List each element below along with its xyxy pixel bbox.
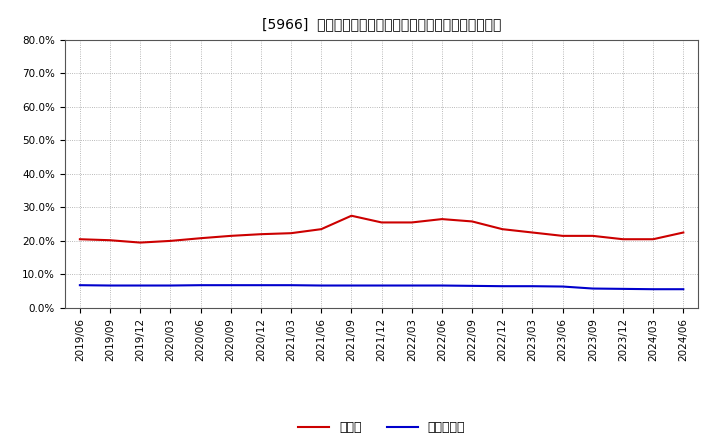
有利子負債 <box>256 282 265 288</box>
有利子負債 <box>679 286 688 292</box>
有利子負債 <box>287 282 295 288</box>
現預金 <box>618 237 627 242</box>
Line: 現預金: 現預金 <box>80 216 683 242</box>
現預金 <box>256 231 265 237</box>
有利子負債 <box>106 283 114 288</box>
有利子負債 <box>408 283 416 288</box>
有利子負債 <box>558 284 567 289</box>
Line: 有利子負債: 有利子負債 <box>80 285 683 289</box>
現預金 <box>76 237 84 242</box>
Title: [5966]  現預金、有利子負債の総資産に対する比率の推移: [5966] 現預金、有利子負債の総資産に対する比率の推移 <box>262 18 501 32</box>
有利子負債 <box>347 283 356 288</box>
現預金 <box>287 231 295 236</box>
有利子負債 <box>498 283 507 289</box>
有利子負債 <box>166 283 175 288</box>
現預金 <box>649 237 657 242</box>
現預金 <box>226 233 235 238</box>
現預金 <box>197 235 205 241</box>
現預金 <box>528 230 537 235</box>
有利子負債 <box>317 283 325 288</box>
有利子負債 <box>377 283 386 288</box>
有利子負債 <box>438 283 446 288</box>
現預金 <box>377 220 386 225</box>
有利子負債 <box>618 286 627 292</box>
現預金 <box>166 238 175 244</box>
現預金 <box>317 227 325 232</box>
現預金 <box>588 233 597 238</box>
現預金 <box>468 219 477 224</box>
有利子負債 <box>76 282 84 288</box>
現預金 <box>136 240 145 245</box>
有利子負債 <box>588 286 597 291</box>
現預金 <box>408 220 416 225</box>
有利子負債 <box>468 283 477 289</box>
現預金 <box>498 227 507 232</box>
現預金 <box>438 216 446 222</box>
有利子負債 <box>197 282 205 288</box>
有利子負債 <box>528 283 537 289</box>
現預金 <box>679 230 688 235</box>
有利子負債 <box>649 286 657 292</box>
有利子負債 <box>226 282 235 288</box>
現預金 <box>347 213 356 218</box>
Legend: 現預金, 有利子負債: 現預金, 有利子負債 <box>293 416 470 439</box>
有利子負債 <box>136 283 145 288</box>
現預金 <box>106 238 114 243</box>
現預金 <box>558 233 567 238</box>
